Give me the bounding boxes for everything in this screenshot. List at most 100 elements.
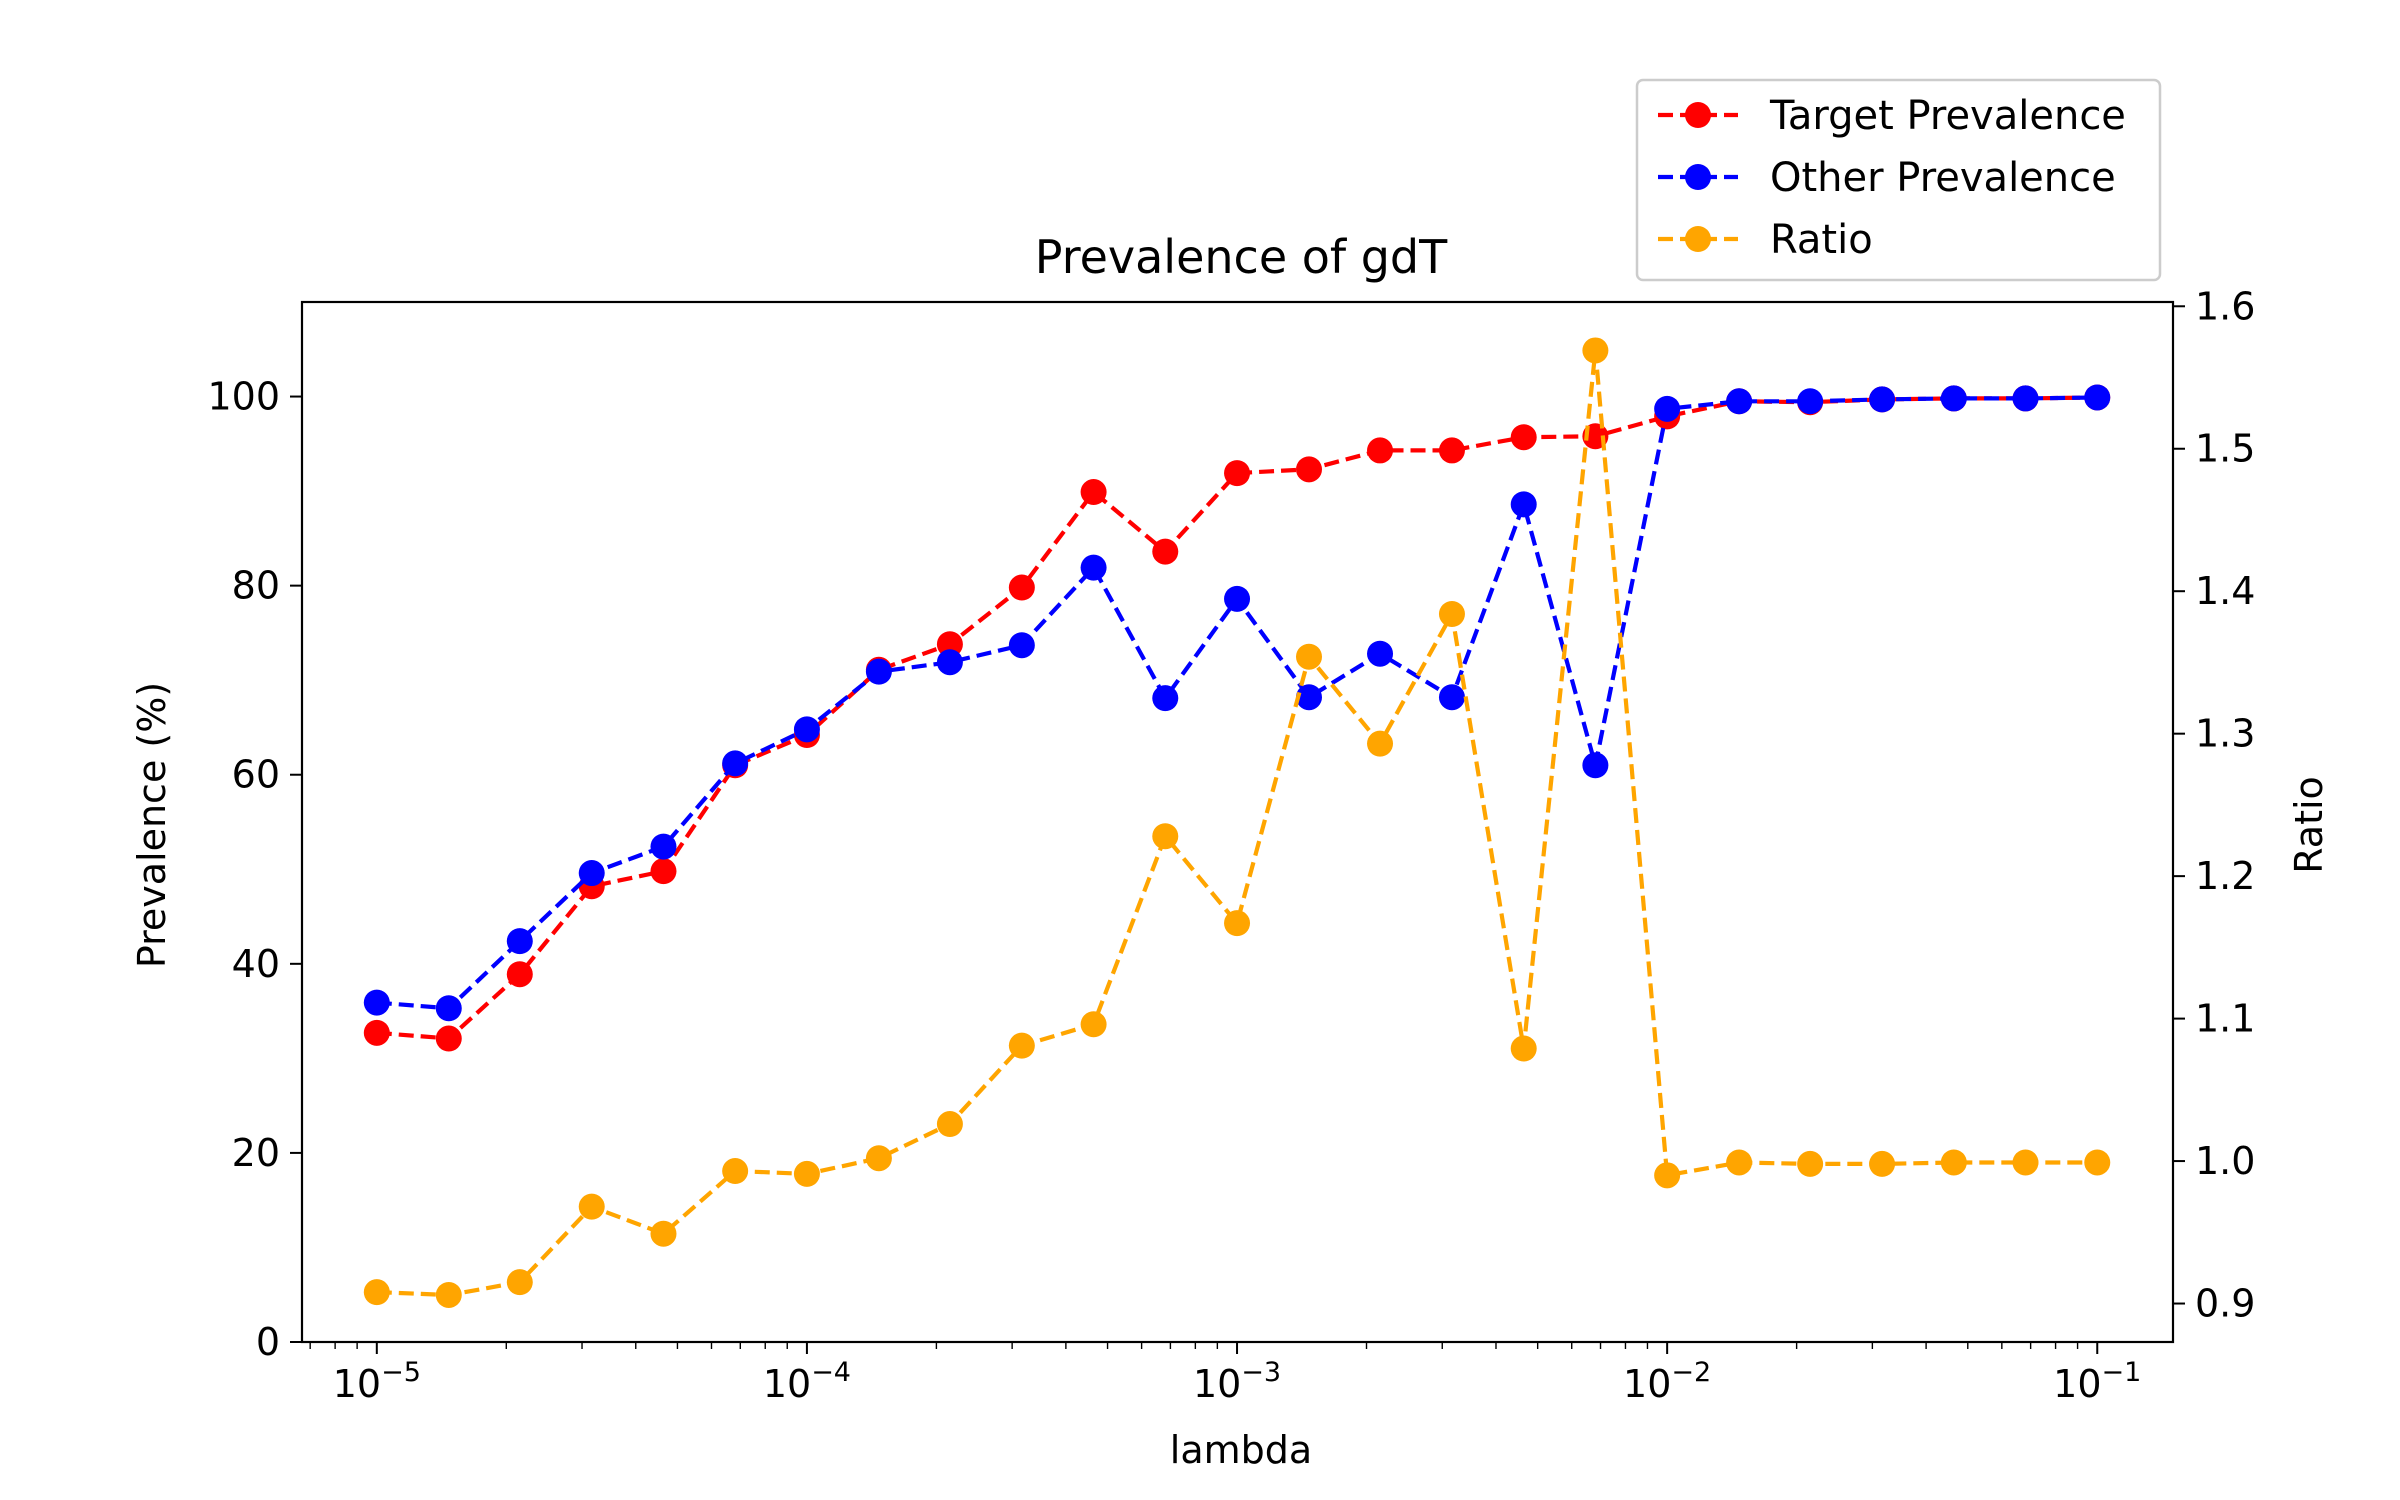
y2-tick-label: 1.1	[2195, 997, 2255, 1041]
data-point-other-prevalence	[650, 833, 677, 860]
data-point-other-prevalence	[722, 750, 749, 777]
data-point-other-prevalence	[1367, 640, 1394, 667]
data-point-other-prevalence	[506, 928, 533, 955]
data-point-other-prevalence	[1224, 585, 1251, 612]
data-point-other-prevalence	[1582, 752, 1609, 779]
data-point-ratio	[865, 1145, 892, 1172]
data-point-ratio	[1510, 1035, 1537, 1062]
data-point-ratio	[1295, 643, 1322, 670]
x-tick-label: 10−1	[2053, 1357, 2141, 1406]
data-point-other-prevalence	[1152, 685, 1179, 712]
data-point-ratio	[650, 1220, 677, 1247]
y2-axis-label: Ratio	[2287, 776, 2331, 874]
data-point-other-prevalence	[2084, 384, 2111, 411]
y2-tick-label: 0.9	[2195, 1282, 2255, 1326]
legend-label-ratio: Ratio	[1770, 217, 1873, 263]
y-tick-label: 60	[232, 753, 280, 797]
data-point-ratio	[1008, 1032, 1035, 1059]
y2-tick-label: 1.0	[2195, 1139, 2255, 1183]
data-point-other-prevalence	[1510, 491, 1537, 518]
data-point-target-prevalence	[1438, 437, 1465, 464]
x-tick-label: 10−5	[333, 1357, 421, 1406]
y2-tick-label: 1.3	[2195, 712, 2255, 756]
y2-tick-label: 1.2	[2195, 854, 2255, 898]
data-point-target-prevalence	[936, 631, 963, 658]
y-tick-label: 100	[207, 375, 280, 419]
axes-layer: 10−5 10−4 10−3 10−2 10−1 0 20 40 60 80 100 0.9 1.0 1.…	[207, 284, 2255, 1406]
x-axis-label: lambda	[1170, 1428, 1312, 1472]
data-point-other-prevalence	[1654, 395, 1681, 422]
data-point-ratio	[1152, 823, 1179, 850]
y-tick-label: 80	[232, 564, 280, 608]
series-layer	[363, 337, 2111, 1308]
x-tick-label: 10−2	[1623, 1357, 1711, 1406]
data-point-ratio	[1869, 1150, 1896, 1177]
data-point-ratio	[722, 1158, 749, 1185]
data-point-ratio	[1438, 601, 1465, 627]
data-point-target-prevalence	[1152, 538, 1179, 565]
data-point-target-prevalence	[650, 858, 677, 885]
data-point-other-prevalence	[435, 995, 462, 1022]
data-point-other-prevalence	[1940, 385, 1967, 412]
data-point-target-prevalence	[506, 961, 533, 988]
data-point-ratio	[936, 1111, 963, 1138]
data-point-ratio	[2012, 1149, 2039, 1176]
x-tick-label: 10−4	[763, 1357, 851, 1406]
data-point-other-prevalence	[1726, 388, 1753, 415]
data-point-ratio	[1654, 1162, 1681, 1189]
data-point-target-prevalence	[1224, 460, 1251, 487]
data-point-other-prevalence	[1295, 684, 1322, 711]
data-point-target-prevalence	[1080, 479, 1107, 506]
y-tick-label: 0	[256, 1320, 280, 1364]
data-point-other-prevalence	[793, 716, 820, 743]
data-point-other-prevalence	[363, 989, 390, 1016]
legend: Target Prevalence Other Prevalence Ratio	[1635, 78, 2162, 282]
data-point-other-prevalence	[1797, 388, 1824, 415]
data-point-ratio	[1940, 1149, 1967, 1176]
legend-label-target-prevalence: Target Prevalence	[1769, 93, 2126, 139]
y-tick-label: 40	[232, 942, 280, 986]
data-point-other-prevalence	[1008, 632, 1035, 659]
x-tick-label: 10−3	[1193, 1357, 1281, 1406]
data-point-other-prevalence	[1080, 554, 1107, 581]
y-tick-label: 20	[232, 1131, 280, 1175]
series-line-target-prevalence	[376, 395, 2098, 1041]
legend-box	[1635, 78, 2162, 282]
data-point-other-prevalence	[865, 658, 892, 685]
legend-marker-target-prevalence	[1685, 102, 1711, 128]
data-point-ratio	[363, 1279, 390, 1306]
data-point-target-prevalence	[1008, 574, 1035, 601]
y2-tick-label: 1.6	[2195, 284, 2255, 328]
data-point-target-prevalence	[363, 1019, 390, 1046]
y2-tick-label: 1.4	[2195, 569, 2255, 613]
data-point-target-prevalence	[1510, 424, 1537, 451]
data-point-ratio	[578, 1193, 605, 1220]
data-point-ratio	[435, 1281, 462, 1308]
legend-marker-ratio	[1685, 226, 1711, 252]
legend-label-other-prevalence: Other Prevalence	[1770, 155, 2116, 201]
data-point-ratio	[2084, 1149, 2111, 1176]
data-point-target-prevalence	[1295, 456, 1322, 483]
data-point-target-prevalence	[435, 1025, 462, 1052]
data-point-target-prevalence	[1367, 437, 1394, 464]
data-point-ratio	[1726, 1149, 1753, 1176]
y2-tick-label: 1.5	[2195, 427, 2255, 471]
data-point-other-prevalence	[936, 649, 963, 676]
y-axis-label: Prevalence (%)	[130, 682, 174, 968]
chart-title: Prevalence of gdT	[1035, 230, 1448, 284]
plot-frame	[300, 300, 2175, 1344]
legend-marker-other-prevalence	[1685, 164, 1711, 190]
data-point-ratio	[1080, 1011, 1107, 1038]
data-point-ratio	[1582, 337, 1609, 364]
data-point-ratio	[793, 1160, 820, 1187]
data-point-ratio	[1797, 1150, 1824, 1177]
data-point-other-prevalence	[1438, 684, 1465, 711]
data-point-other-prevalence	[578, 860, 605, 887]
series-line-ratio	[376, 348, 2098, 1298]
data-point-other-prevalence	[2012, 385, 2039, 412]
data-point-ratio	[506, 1269, 533, 1296]
data-point-other-prevalence	[1869, 386, 1896, 413]
data-point-ratio	[1367, 730, 1394, 757]
